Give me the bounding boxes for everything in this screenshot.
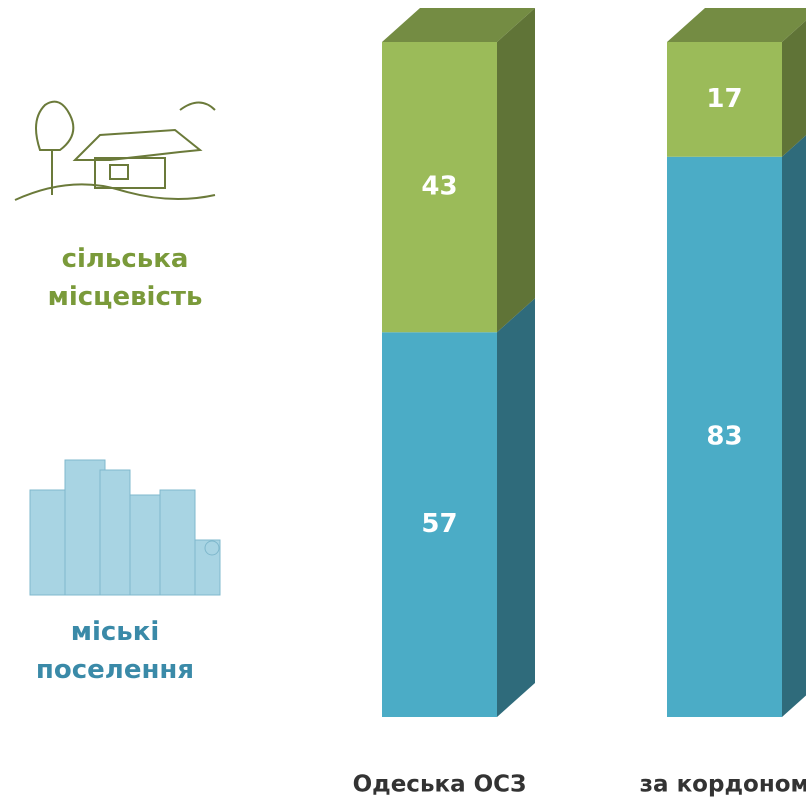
x-tick-label: Одеська ОСЗ [353, 772, 527, 798]
bar-segment [382, 332, 497, 717]
village-icon [14, 100, 216, 201]
x-tick-label: за кордоном [640, 772, 806, 798]
bar-segment [667, 42, 782, 157]
bar-segment [382, 42, 497, 333]
value-label: 17 [706, 84, 742, 114]
bar-top [667, 8, 806, 42]
city-icon [29, 459, 221, 596]
bar-side [497, 8, 535, 333]
bar-segment [667, 156, 782, 717]
bar-side [782, 20, 806, 157]
bar-side [782, 135, 806, 717]
legend-label: сільська місцевість [47, 244, 203, 312]
bar-top [382, 8, 535, 42]
value-label: 43 [421, 172, 457, 202]
value-label: 83 [706, 421, 742, 451]
value-label: 57 [421, 509, 457, 539]
bar-side [497, 298, 535, 717]
legend-label: міські поселення [35, 617, 195, 685]
